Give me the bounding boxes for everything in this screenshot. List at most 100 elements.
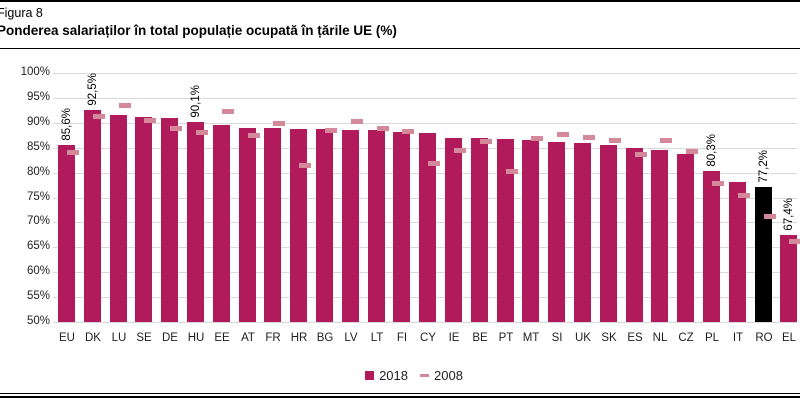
legend-label-2008: 2008 xyxy=(434,368,463,383)
bar-2018-LV xyxy=(342,130,359,322)
bottom-border-thick-rule xyxy=(0,396,800,398)
x-axis-label-PL: PL xyxy=(704,332,720,344)
marker-2008-LU xyxy=(119,103,131,108)
x-axis-label-SI: SI xyxy=(551,332,563,344)
gridline-95 xyxy=(53,98,797,99)
bar-2018-EE xyxy=(213,125,230,322)
marker-2008-MT xyxy=(531,136,543,141)
bar-2018-EU xyxy=(58,145,75,322)
y-axis-tick-label-85: 85% xyxy=(26,141,50,153)
x-axis-label-EE: EE xyxy=(214,332,230,344)
y-axis-tick-label-65: 65% xyxy=(26,240,50,252)
marker-2008-SE xyxy=(144,118,156,123)
bar-2018-LU xyxy=(110,115,127,322)
gridline-50 xyxy=(53,322,797,323)
y-axis-tick-label-80: 80% xyxy=(26,166,50,178)
marker-2008-IE xyxy=(454,148,466,153)
y-axis-tick-label-70: 70% xyxy=(26,215,50,227)
bar-2018-IE xyxy=(445,138,462,322)
y-axis-tick-label-50: 50% xyxy=(26,315,50,327)
bar-2018-LT xyxy=(368,130,385,322)
marker-2008-LV xyxy=(351,119,363,124)
x-axis-label-LV: LV xyxy=(344,332,358,344)
marker-2008-CY xyxy=(428,161,440,166)
bar-2018-PL xyxy=(703,171,720,322)
gridline-90 xyxy=(53,123,797,124)
x-axis-label-SK: SK xyxy=(601,332,617,344)
top-border-rule xyxy=(0,0,800,2)
x-axis-label-MT: MT xyxy=(522,332,540,344)
bar-2018-ES xyxy=(626,148,643,322)
value-label-text-EU: 85,6% xyxy=(61,108,73,141)
x-axis-label-CZ: CZ xyxy=(678,332,694,344)
marker-2008-AT xyxy=(248,133,260,138)
marker-2008-IT xyxy=(738,193,750,198)
marker-2008-DE xyxy=(170,126,182,131)
bar-2018-NL xyxy=(651,150,668,322)
value-label-EL: 67,4% xyxy=(783,161,796,231)
gridline-100 xyxy=(53,73,797,74)
y-axis-tick-label-90: 90% xyxy=(26,116,50,128)
value-label-text-RO: 77,2% xyxy=(758,150,770,183)
legend-square-2018-icon xyxy=(365,371,375,380)
figure-header: Figura 8 Ponderea salariaților în total … xyxy=(0,5,397,39)
bar-2018-SK xyxy=(600,145,617,322)
figure-title: Ponderea salariaților în total populație… xyxy=(0,23,397,38)
x-axis-label-SE: SE xyxy=(136,332,152,344)
x-axis-label-AT: AT xyxy=(241,332,255,344)
y-axis-tick-label-100: 100% xyxy=(20,66,50,78)
bar-2018-BE xyxy=(471,138,488,322)
value-label-DK: 92,5% xyxy=(87,36,100,106)
legend-label-2018: 2018 xyxy=(379,368,408,383)
marker-2008-UK xyxy=(583,135,595,140)
bar-2018-SE xyxy=(135,117,152,322)
bar-2018-EL xyxy=(780,235,797,322)
x-axis-label-ES: ES xyxy=(627,332,643,344)
marker-2008-SK xyxy=(609,138,621,143)
marker-2008-EE xyxy=(222,109,234,114)
x-axis-label-BE: BE xyxy=(472,332,488,344)
x-axis-label-EU: EU xyxy=(59,332,75,344)
x-axis-label-UK: UK xyxy=(575,332,591,344)
marker-2008-FR xyxy=(273,121,285,126)
bar-2018-CZ xyxy=(677,154,694,322)
marker-2008-FI xyxy=(402,129,414,134)
bar-2018-IT xyxy=(729,182,746,322)
bar-2018-PT xyxy=(497,139,514,322)
legend-dash-2008-icon xyxy=(420,374,429,377)
legend: 2018 2008 xyxy=(14,367,800,384)
marker-2008-EU xyxy=(67,150,79,155)
marker-2008-HU xyxy=(196,130,208,135)
x-axis-label-FI: FI xyxy=(396,332,408,344)
y-axis-tick-label-95: 95% xyxy=(26,91,50,103)
marker-2008-DK xyxy=(93,114,105,119)
legend-item-2008: 2008 xyxy=(420,368,463,383)
bar-2018-UK xyxy=(574,143,591,322)
x-axis-label-HU: HU xyxy=(187,332,205,344)
bar-2018-MT xyxy=(522,140,539,322)
figure-number: Figura 8 xyxy=(0,6,43,20)
marker-2008-LT xyxy=(377,126,389,131)
x-axis-label-CY: CY xyxy=(420,332,436,344)
x-axis-label-IE: IE xyxy=(448,332,460,344)
value-label-text-PL: 80,3% xyxy=(706,134,718,167)
bar-2018-FI xyxy=(393,132,410,322)
value-label-text-EL: 67,4% xyxy=(783,198,795,231)
bar-2018-HR xyxy=(290,129,307,322)
bottom-border-thin-rule xyxy=(0,393,800,394)
value-label-EU: 85,6% xyxy=(61,71,74,141)
x-axis-label-HR: HR xyxy=(290,332,308,344)
value-label-RO: 77,2% xyxy=(758,113,771,183)
bar-2018-DK xyxy=(84,110,101,322)
y-axis-tick-label-55: 55% xyxy=(26,290,50,302)
bar-2018-FR xyxy=(264,128,281,322)
bar-2018-SI xyxy=(548,142,565,322)
x-axis-label-EL: EL xyxy=(781,332,797,344)
x-axis-label-PT: PT xyxy=(498,332,514,344)
x-axis-label-LU: LU xyxy=(111,332,127,344)
marker-2008-NL xyxy=(660,138,672,143)
marker-2008-PL xyxy=(712,181,724,186)
bar-2018-AT xyxy=(239,128,256,322)
marker-2008-HR xyxy=(299,163,311,168)
